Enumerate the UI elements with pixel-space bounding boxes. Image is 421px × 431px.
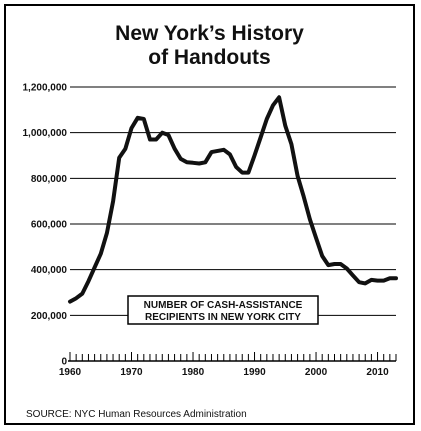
data-point bbox=[69, 300, 72, 303]
data-point bbox=[179, 157, 182, 160]
data-point bbox=[185, 161, 188, 164]
data-point bbox=[345, 267, 348, 270]
annotation-box bbox=[127, 295, 319, 325]
data-point bbox=[284, 124, 287, 127]
data-point bbox=[395, 277, 398, 280]
chart-title-line-1: New York’s History bbox=[115, 22, 304, 45]
data-point bbox=[253, 154, 256, 157]
data-point bbox=[308, 218, 311, 221]
data-point bbox=[388, 277, 391, 280]
data-point bbox=[321, 254, 324, 257]
data-point bbox=[210, 151, 213, 154]
data-point bbox=[112, 200, 115, 203]
data-point bbox=[192, 161, 195, 164]
data-point bbox=[118, 156, 121, 159]
data-point bbox=[339, 262, 342, 265]
series-line bbox=[68, 95, 398, 304]
x-tick-label: 1980 bbox=[182, 367, 205, 378]
data-point bbox=[173, 147, 176, 150]
data-point bbox=[75, 297, 78, 300]
y-tick-label: 600,000 bbox=[31, 220, 68, 231]
data-point bbox=[198, 162, 201, 165]
data-point bbox=[351, 274, 354, 277]
data-point bbox=[296, 175, 299, 178]
x-tick-label: 2000 bbox=[305, 367, 328, 378]
data-point bbox=[222, 148, 225, 151]
data-point bbox=[333, 262, 336, 265]
x-tick-label: 1990 bbox=[243, 367, 266, 378]
data-point bbox=[161, 131, 164, 134]
data-point bbox=[364, 282, 367, 285]
data-point bbox=[271, 104, 274, 107]
data-point bbox=[155, 138, 158, 141]
data-point bbox=[302, 195, 305, 198]
data-point bbox=[376, 279, 379, 282]
data-point bbox=[105, 232, 108, 235]
data-point bbox=[290, 143, 293, 146]
source-note: SOURCE: NYC Human Resources Administrati… bbox=[26, 409, 247, 420]
data-point bbox=[265, 117, 268, 120]
data-point bbox=[235, 165, 238, 168]
x-tick-label: 2010 bbox=[366, 367, 389, 378]
data-point bbox=[124, 147, 127, 150]
data-point bbox=[87, 280, 90, 283]
x-tick-label: 1960 bbox=[59, 367, 82, 378]
data-point bbox=[358, 281, 361, 284]
data-point bbox=[228, 153, 231, 156]
y-tick-label: 800,000 bbox=[31, 174, 68, 185]
data-point bbox=[247, 171, 250, 174]
chart-title-line-2: of Handouts bbox=[148, 46, 271, 69]
data-point bbox=[148, 138, 151, 141]
y-tick-label: 1,000,000 bbox=[23, 128, 68, 139]
data-point bbox=[278, 96, 281, 99]
annotation-line-1: NUMBER OF CASH-ASSISTANCE bbox=[144, 300, 303, 311]
data-point bbox=[204, 161, 207, 164]
chart-frame: New York’s History of Handouts SOURCE: N… bbox=[4, 4, 415, 425]
data-point bbox=[142, 117, 145, 120]
y-tick-label: 200,000 bbox=[31, 311, 68, 322]
x-tick-label: 1970 bbox=[120, 367, 143, 378]
data-point bbox=[81, 292, 84, 295]
y-tick-label: 1,200,000 bbox=[23, 83, 68, 94]
data-point bbox=[315, 236, 318, 239]
data-point bbox=[93, 266, 96, 269]
data-point bbox=[382, 279, 385, 282]
data-point bbox=[136, 116, 139, 119]
data-point bbox=[99, 252, 102, 255]
data-point bbox=[167, 133, 170, 136]
data-point bbox=[130, 127, 133, 130]
y-tick-label: 400,000 bbox=[31, 265, 68, 276]
annotation-line-2: RECIPIENTS IN NEW YORK CITY bbox=[145, 312, 301, 323]
data-point bbox=[327, 264, 330, 267]
data-point bbox=[241, 171, 244, 174]
y-tick-label: 0 bbox=[61, 357, 67, 368]
data-point bbox=[216, 149, 219, 152]
data-point bbox=[370, 278, 373, 281]
data-point bbox=[259, 136, 262, 139]
